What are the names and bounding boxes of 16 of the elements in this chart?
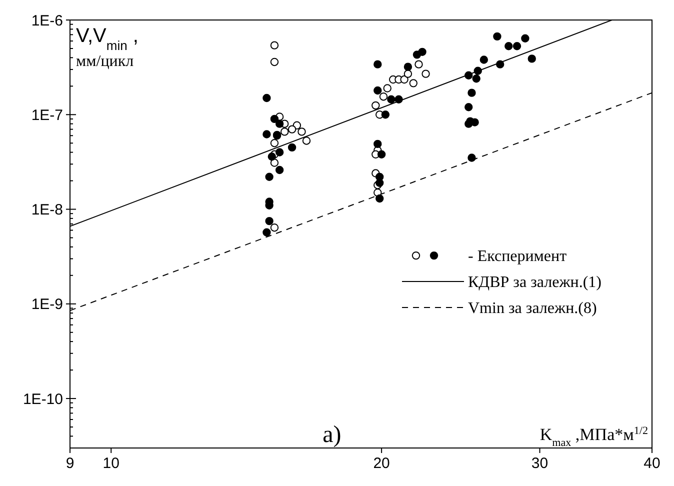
legend-label: - Експеримент [468, 248, 567, 266]
y-axis-title: V,V$_{min}$, мм/цикл [76, 25, 138, 70]
y-tick-label: 1E-9 [31, 296, 63, 314]
x-tick-label: 9 [66, 455, 74, 472]
x-tick-label: 30 [531, 455, 548, 472]
x-axis-title: K$_{max}$,МПа*м$^{1/2}$ [540, 425, 648, 449]
x-tick-label: 20 [373, 455, 390, 472]
x-tick-label: 10 [102, 455, 120, 472]
annotation: а) [322, 422, 342, 448]
legend-label: Vmin за залежн.(8) [468, 300, 597, 318]
y-tick-label: 1E-8 [31, 202, 63, 219]
x-tick-label: 40 [644, 455, 660, 472]
y-tick-label: 1E-6 [31, 12, 63, 30]
y-tick-label: 1E-10 [22, 390, 63, 408]
y-tick-label: 1E-7 [31, 106, 63, 124]
legend-label: КДВР за залежн.(1) [468, 274, 602, 292]
